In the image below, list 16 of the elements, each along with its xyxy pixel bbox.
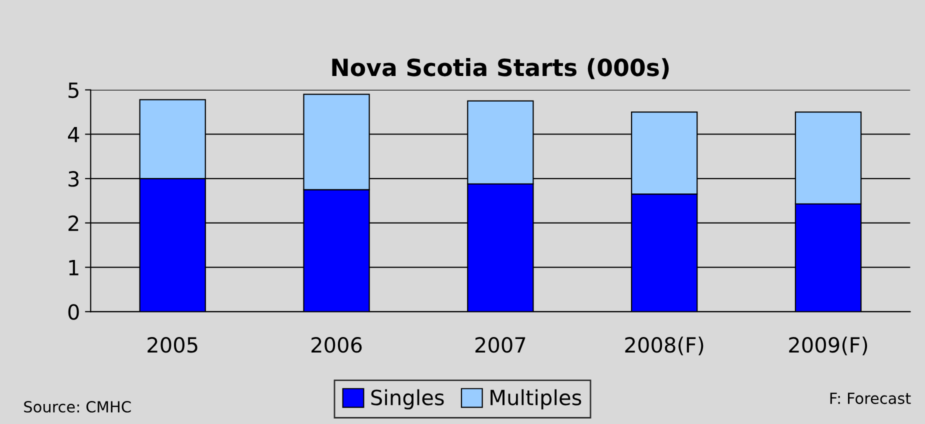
y-tick-label: 5 <box>68 82 78 98</box>
x-tick-label: 2008(F) <box>625 336 704 356</box>
x-tick-label: 2007 <box>475 337 526 353</box>
y-tick-label: 3 <box>68 171 79 187</box>
source-note: Source: CMHC <box>24 401 131 413</box>
legend-label: Singles <box>371 389 444 410</box>
x-tick-label: 2009(F) <box>789 336 868 356</box>
text: F: Forecast <box>830 392 911 404</box>
x-tick-label: 2006 <box>312 337 362 353</box>
y-tick-label: 2 <box>68 215 78 231</box>
y-tick-label: 0 <box>68 304 79 320</box>
legend-label: Multiples <box>490 389 582 410</box>
y-tick-label: 1 <box>69 260 78 276</box>
chart-title: Nova Scotia Starts (000s) <box>332 58 669 80</box>
y-tick-label: 4 <box>68 126 80 142</box>
x-tick-label: 2005 <box>148 337 198 353</box>
